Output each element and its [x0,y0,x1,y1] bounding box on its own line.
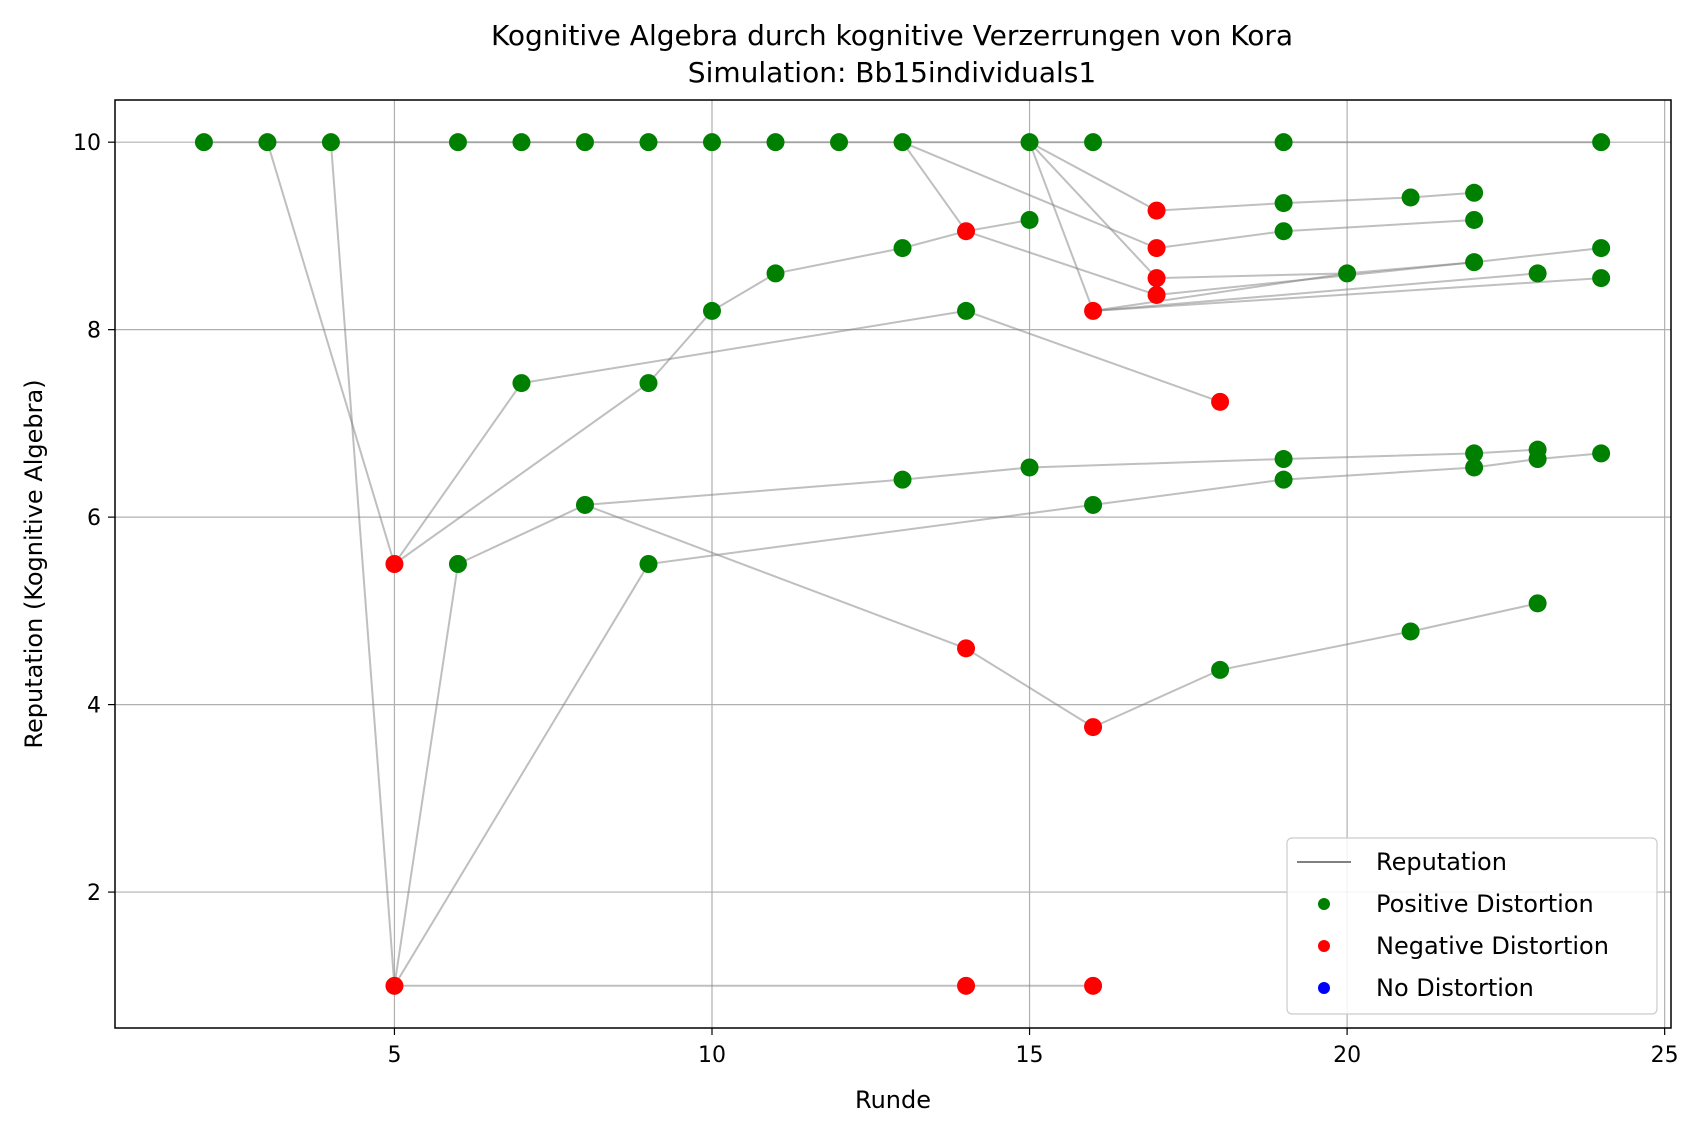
positive-distortion-point [1528,450,1547,469]
positive-distortion-point [766,133,785,152]
positive-distortion-point [639,133,658,152]
positive-distortion-point [1528,594,1547,613]
x-tick-label: 20 [1333,1043,1361,1068]
legend-marker-negative [1318,940,1330,952]
plot-frame [114,99,1672,1029]
positive-distortion-point [1274,450,1293,469]
positive-distortion-point [1465,210,1484,229]
y-tick-label: 6 [87,506,101,531]
y-tick-label: 10 [73,131,101,156]
positive-distortion-point [1274,194,1293,213]
legend-label-reputation: Reputation [1376,848,1507,876]
reputation-line [1028,141,1475,313]
negative-distortion-point [1084,301,1103,320]
positive-distortion-point [1020,133,1039,152]
x-tick-label: 15 [1016,1043,1044,1068]
negative-distortion-point [1147,285,1166,304]
positive-distortion-point [1274,133,1293,152]
positive-distortion-point [1465,458,1484,477]
positive-distortion-point [766,264,785,283]
positive-distortion-point [448,555,467,573]
x-tick-label: 10 [698,1043,726,1068]
legend-label-none: No Distortion [1376,974,1534,1002]
legend-marker-positive [1318,898,1330,910]
y-axis: 2 4 6 8 10 [73,131,115,906]
positive-distortion-point [893,470,912,489]
y-tick-label: 2 [87,881,101,906]
negative-distortion-point [1211,392,1230,411]
positive-distortion-point [258,133,277,152]
positive-distortion-point [639,555,658,573]
negative-distortion-point [1084,976,1103,995]
negative-distortion-point [1147,269,1166,288]
negative-distortion-point [957,639,976,658]
positive-distortion-point [321,133,340,152]
reputation-line [902,141,1475,250]
positive-distortion-point [1020,210,1039,229]
positive-distortion-point [957,301,976,320]
positive-distortion-point [194,133,213,152]
positive-distortion-point [639,374,658,393]
positive-distortion-point [1401,622,1420,641]
data-points [194,133,1611,995]
reputation-line [1028,141,1348,280]
positive-distortion-point [448,133,467,152]
chart-subtitle: Simulation: Bb15individuals1 [688,56,1096,89]
positive-distortion-point [1465,183,1484,202]
reputation-line [1093,277,1602,312]
x-axis: 5 10 15 20 25 [387,1028,1679,1068]
positive-distortion-point [830,133,849,152]
positive-distortion-point [893,239,912,258]
x-tick-label: 25 [1651,1043,1679,1068]
reputation-line [1093,272,1538,312]
positive-distortion-point [1465,444,1484,463]
negative-distortion-point [1084,718,1103,737]
positive-distortion-point [512,133,531,152]
positive-distortion-point [575,495,594,514]
reputation-line [329,142,1094,987]
positive-distortion-point [702,133,721,152]
x-tick-label: 5 [387,1043,401,1068]
positive-distortion-point [702,301,721,320]
positive-distortion-point [1592,444,1611,463]
negative-distortion-point [957,976,976,995]
positive-distortion-point [1592,239,1611,258]
negative-distortion-point [1147,239,1166,258]
negative-distortion-point [1147,201,1166,220]
reputation-line [266,141,1221,567]
reputation-line [393,448,1538,986]
positive-distortion-point [575,133,594,152]
negative-distortion-point [957,222,976,241]
positive-distortion-point [1274,470,1293,489]
positive-distortion-point [512,374,531,393]
negative-distortion-point [385,976,404,995]
positive-distortion-point [1338,264,1357,283]
reputation-line [901,141,1602,297]
y-axis-label: Reputation (Kognitive Algebra) [20,379,48,748]
positive-distortion-point [1211,660,1230,679]
positive-distortion-point [893,133,912,152]
negative-distortion-point [385,555,404,573]
positive-distortion-point [1401,188,1420,207]
y-tick-label: 8 [87,319,101,344]
positive-distortion-point [1020,458,1039,477]
legend: Reputation Positive Distortion Negative … [1286,837,1658,1015]
y-tick-label: 4 [87,694,101,719]
positive-distortion-point [1465,253,1484,272]
legend-box [1286,837,1658,1015]
legend-label-negative: Negative Distortion [1376,932,1609,960]
positive-distortion-point [1084,495,1103,514]
positive-distortion-point [1592,269,1611,288]
positive-distortion-point [1528,264,1547,283]
legend-label-positive: Positive Distortion [1376,890,1594,918]
legend-marker-none [1318,982,1330,994]
x-axis-label: Runde [855,1086,931,1114]
positive-distortion-point [1592,133,1611,152]
reputation-line [584,503,1538,729]
chart-title: Kognitive Algebra durch kognitive Verzer… [491,19,1293,52]
positive-distortion-point [1084,133,1103,152]
positive-distortion-point [1274,222,1293,241]
